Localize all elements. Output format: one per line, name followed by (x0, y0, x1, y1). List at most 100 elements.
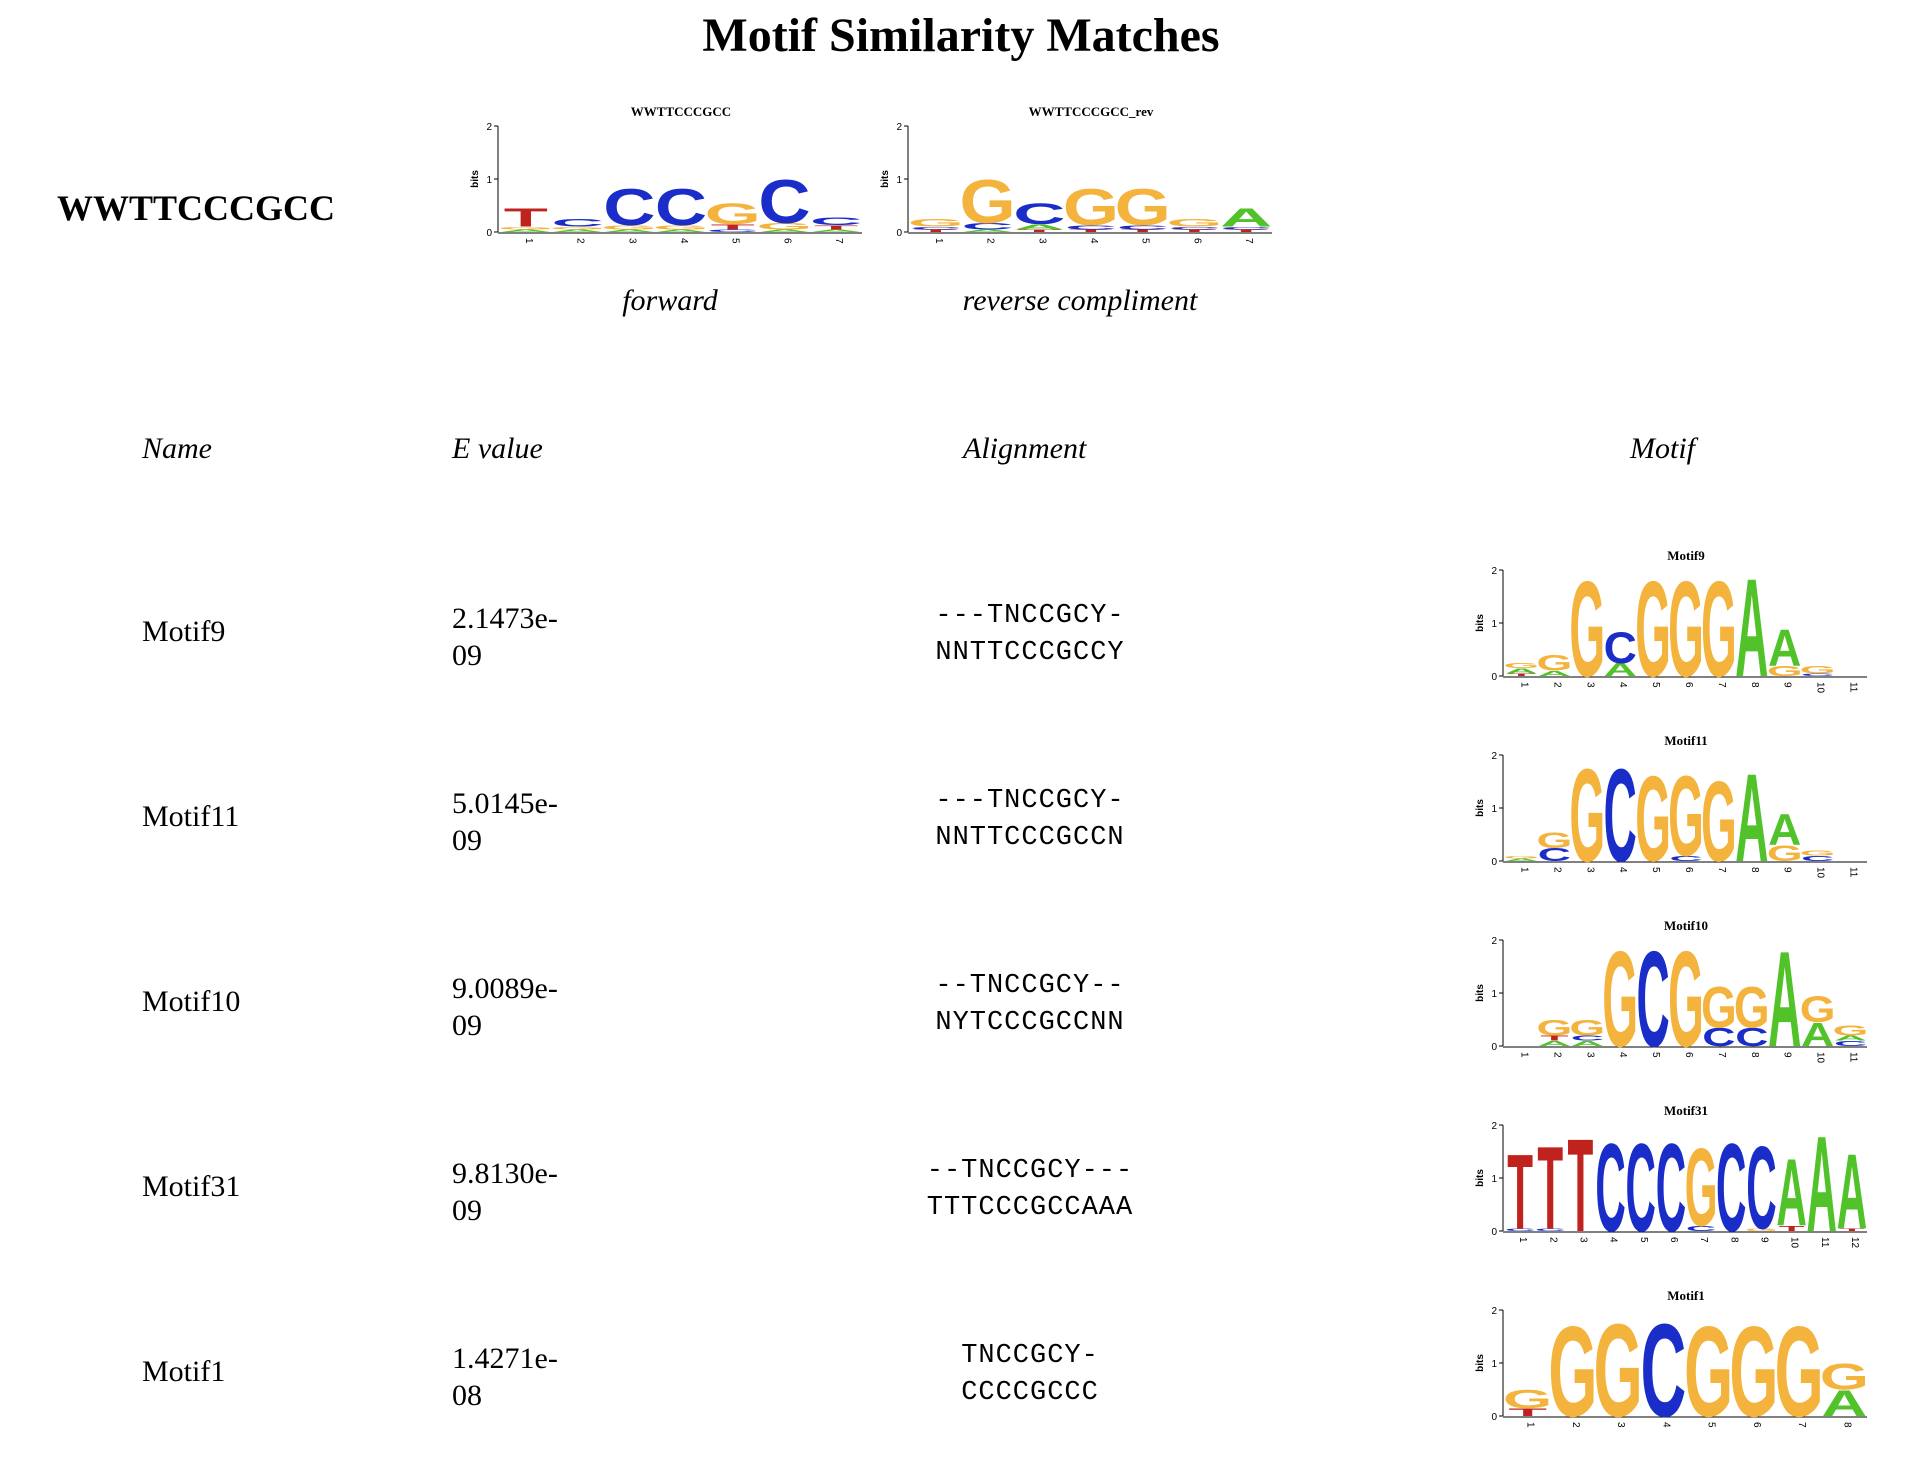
logo-position-label: 8 (1749, 1052, 1760, 1058)
logo-y-tick-label: 2 (896, 122, 902, 133)
logo-y-tick-label: 0 (1491, 1412, 1497, 1423)
logo-title: WWTTCCCGCC (631, 104, 731, 119)
logo-letter-a: A (655, 229, 707, 233)
logo-letter-g: G (705, 197, 761, 230)
logo-letter-c: C (1656, 1117, 1686, 1258)
logo-y-tick-label: 0 (1491, 672, 1497, 683)
logo-y-tick-label: 1 (1491, 1174, 1497, 1185)
logo-letter-g: G (653, 224, 709, 231)
logo-letter-g: G (1800, 849, 1836, 857)
logo-letter-g: G (1503, 1385, 1552, 1414)
logo-letter-g: G (1767, 663, 1803, 679)
logo-position-label: 2 (1547, 1237, 1558, 1243)
logo-letter-c: C (1746, 1122, 1776, 1254)
logo-letter-g: G (549, 226, 605, 230)
logo-letter-a: A (1505, 667, 1538, 675)
logo-position-label: 3 (1615, 1422, 1626, 1428)
logo-letter-a: A (1768, 923, 1801, 1076)
logo-position-label: 1 (1517, 1237, 1528, 1243)
logo-y-tick-label: 2 (486, 122, 492, 133)
logo-position-label: 4 (678, 238, 689, 244)
logo-position-label: 5 (1650, 682, 1661, 688)
logo-position-label: 8 (1841, 1422, 1852, 1428)
logo-letter-g: G (1684, 1299, 1733, 1444)
logo-position-label: 8 (1749, 867, 1760, 873)
logo-position-label: 3 (626, 238, 637, 244)
logo-letter-g: G (756, 221, 812, 231)
logo-letter-g: G (1800, 989, 1836, 1031)
logo-letter-c: C (1168, 226, 1220, 230)
logo-letter-g: G (1635, 553, 1671, 706)
logo-position-label: 1 (933, 238, 944, 244)
match-alignment: --TNCCGCY--- TTTCCCGCCAAA (926, 1156, 1134, 1223)
match-alignment: TNCCGCY- CCCCGCCC (961, 1341, 1099, 1408)
logo-letter-t: T (1507, 673, 1535, 677)
logo-position-label: 12 (1849, 1237, 1860, 1249)
logo-letter-a: A (551, 229, 603, 233)
logo-letter-g: G (1548, 1299, 1597, 1444)
logo-position-label: 10 (1815, 682, 1826, 694)
logo-letter-a: A (1776, 1139, 1806, 1246)
logo-position-label: 3 (1584, 682, 1595, 688)
logo-letter-c: C (655, 179, 707, 236)
logo-y-tick-label: 1 (1491, 1359, 1497, 1370)
logo-letter-c: C (1801, 673, 1834, 677)
logo-ylabel: bits (470, 170, 481, 188)
logo-y-tick-label: 0 (486, 228, 492, 239)
match-evalue: 9.0089e- 09 (452, 972, 558, 1042)
logo-letter-g: G (1569, 1015, 1605, 1040)
logo-ylabel: bits (880, 170, 891, 188)
logo-letter-c: C (1834, 1039, 1867, 1047)
logo-letter-a: A (1013, 223, 1065, 231)
logo-letter-a: A (1807, 1109, 1837, 1260)
match-motif-logo: Motif10 bits 0 1 2 1 2 A T G 3 A C G 4 G 5 C 6 G 7 C G 8 C G 9 A 10 A… (1475, 918, 1875, 1078)
match-evalue: 1.4271e- 08 (452, 1342, 558, 1412)
logo-letter-c: C (1735, 1022, 1768, 1051)
logo-position-label: 6 (1683, 867, 1694, 873)
logo-position-label: 9 (1782, 1052, 1793, 1058)
logo-letter-g: G (1685, 1125, 1718, 1249)
match-name: Motif31 (142, 1170, 241, 1203)
logo-position-label: 8 (1728, 1237, 1739, 1243)
logo-letter-a: A (1768, 805, 1801, 855)
logo-position-label: 2 (1551, 682, 1562, 688)
logo-y-tick-label: 0 (1491, 857, 1497, 868)
logo-letter-c: C (1065, 224, 1117, 231)
logo-letter-a: A (1822, 1383, 1868, 1424)
logo-position-label: 3 (1036, 238, 1047, 244)
logo-position-label: 11 (1848, 1052, 1859, 1063)
logo-position-label: 2 (1551, 867, 1562, 873)
logo-letter-t: T (504, 204, 548, 233)
logo-letter-c: C (1626, 1117, 1656, 1258)
logo-letter-g: G (1734, 975, 1770, 1041)
logo-letter-g: G (498, 226, 554, 230)
logo-letter-a: A (1768, 620, 1801, 677)
logo-letter-a: A (1735, 748, 1768, 887)
logo-letter-c: C (1505, 1228, 1535, 1232)
logo-position-label: 4 (1608, 1237, 1619, 1243)
logo-letter-g: G (1569, 742, 1605, 890)
logo-y-tick-label: 1 (1491, 804, 1497, 815)
logo-letter-c: C (1702, 1022, 1735, 1051)
header-evalue: E value (452, 432, 543, 465)
logo-title: Motif1 (1667, 1288, 1705, 1303)
logo-letter-g: G (601, 224, 657, 231)
logo-position-label: 7 (1243, 238, 1254, 244)
logo-position-label: 7 (833, 238, 844, 244)
match-motif-logo: Motif9 bits 0 1 2 1 T A G 2 A G 3 G 4 A C 5 G 6 G 7 G 8 A 9 G A 10 C G… (1475, 548, 1875, 708)
query-forward-logo: WWTTCCCGCC bits 0 1 2 1 A G T 2 A G C 3 A G C 4 A G C 5 C T G 6 A G… (470, 104, 870, 264)
logo-position-label: 9 (1782, 682, 1793, 688)
logo-y-tick-label: 1 (486, 175, 492, 186)
logo-letter-g: G (1569, 553, 1605, 706)
logo-letter-c: C (910, 226, 962, 230)
logo-y-tick-label: 2 (1491, 1306, 1497, 1317)
logo-letter-c: C (1686, 1225, 1717, 1233)
match-evalue: 9.8130e- 09 (452, 1157, 558, 1227)
match-evalue: 2.1473e- 09 (452, 602, 558, 672)
logo-position-label: 3 (1584, 867, 1595, 873)
logo-title: Motif11 (1664, 733, 1707, 748)
logo-position-label: 2 (575, 238, 586, 244)
logo-letter-g: G (1602, 923, 1638, 1076)
logo-letter-t: T (814, 224, 858, 231)
logo-letter-g: G (1536, 1015, 1572, 1040)
